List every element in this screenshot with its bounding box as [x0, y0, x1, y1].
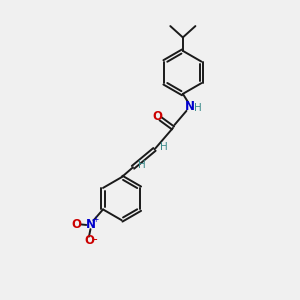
Text: O: O	[71, 218, 81, 231]
Text: O: O	[84, 234, 94, 247]
Text: -: -	[93, 233, 97, 246]
Text: O: O	[152, 110, 163, 123]
Text: H: H	[194, 103, 202, 113]
Text: N: N	[184, 100, 194, 113]
Text: H: H	[138, 160, 146, 170]
Text: +: +	[92, 215, 99, 224]
Text: N: N	[85, 218, 95, 232]
Text: H: H	[160, 142, 168, 152]
